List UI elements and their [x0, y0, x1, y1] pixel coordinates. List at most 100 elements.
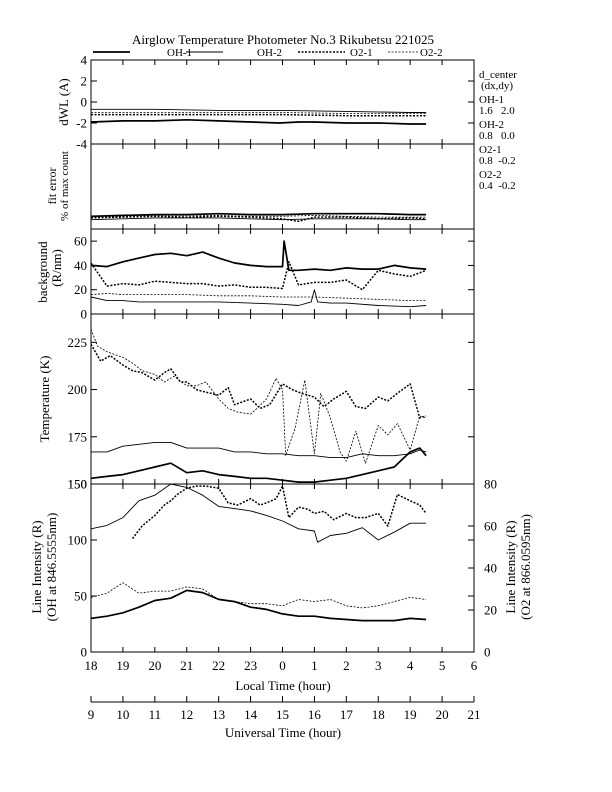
series-line_intensity-oh-2	[91, 484, 427, 543]
side-info-o22-values: 0.4 -0.2	[479, 180, 516, 192]
y-tick-label-line_intensity: 50	[74, 589, 87, 604]
series-temperature-o2-1	[91, 343, 427, 419]
series-dwl-oh-2	[91, 108, 427, 113]
chart-title: Airglow Temperature Photometer No.3 Riku…	[132, 32, 434, 47]
y-tick-label-temperature: 225	[68, 335, 88, 350]
series-line_intensity-o2-2	[91, 582, 427, 609]
local-time-tick-label: 22	[212, 658, 225, 673]
series-dwl-o2-1	[91, 113, 427, 117]
series-dwl-o2-2	[91, 112, 427, 114]
y2-tick-label-line_intensity: 80	[484, 477, 497, 492]
legend-label-o21: O2-1	[350, 47, 373, 59]
legend-label-oh1: OH-1	[167, 47, 192, 59]
local-time-tick-label: 18	[85, 658, 98, 673]
series-temperature-oh-2	[91, 441, 427, 459]
side-info-subheader: (dx,dy)	[481, 80, 513, 92]
panel-background-frame	[90, 228, 475, 315]
ut-label: Universal Time (hour)	[225, 725, 341, 740]
series-fit_error-o2-2	[91, 214, 427, 218]
local-time-tick-label: 6	[471, 658, 478, 673]
side-info-oh2-values: 0.8 0.0	[479, 130, 515, 142]
ut-tick-label: 20	[436, 707, 449, 722]
ut-tick-label: 17	[340, 707, 354, 722]
side-info-o22-name: O2-2	[479, 169, 502, 181]
y-tick-label-dwl: 2	[81, 74, 88, 89]
side-info-header: d_center	[479, 69, 517, 81]
ticks-layer: 18 19 20 21 22 23 0 1 2 3 4 5 69 10 11 12 13 14 15 16 17 18 19…	[68, 53, 498, 723]
local-time-tick-label: 4	[407, 658, 414, 673]
y-tick-label-line_intensity: 150	[68, 477, 88, 492]
intensity-y2label: Line Intensity (R)	[503, 520, 518, 613]
intensity-y2label2: (O2 at 866.0595nm)	[518, 514, 533, 620]
y-tick-label-temperature: 175	[68, 429, 88, 444]
y-tick-label-line_intensity: 100	[68, 533, 88, 548]
local-time-tick-label: 20	[148, 658, 161, 673]
side-info-oh2-name: OH-2	[479, 119, 504, 131]
fit-error-ylabel2: % of max count	[59, 151, 71, 221]
ut-tick-label: 16	[308, 707, 322, 722]
temperature-ylabel: Temperature (K)	[37, 356, 52, 443]
dwl-ylabel: dWL (A)	[56, 78, 71, 126]
ut-tick-label: 19	[404, 707, 417, 722]
y-tick-label-background: 60	[74, 234, 87, 249]
series-line_intensity-o2-1	[131, 485, 427, 540]
local-time-label: Local Time (hour)	[235, 678, 330, 693]
y-tick-label-temperature: 200	[68, 382, 88, 397]
side-info-o21-name: O2-1	[479, 144, 502, 156]
series-temperature-oh-1	[91, 447, 427, 483]
ut-tick-label: 11	[149, 707, 162, 722]
series-background-o2-1	[91, 261, 427, 291]
legend-label-oh2: OH-2	[257, 47, 282, 59]
ut-tick-label: 14	[244, 707, 258, 722]
local-time-tick-label: 5	[439, 658, 446, 673]
y2-tick-label-line_intensity: 20	[484, 603, 497, 618]
ut-tick-label: 18	[372, 707, 385, 722]
local-time-tick-label: 0	[279, 658, 286, 673]
series-background-oh-2	[91, 289, 427, 308]
y-tick-label-line_intensity: 0	[81, 645, 88, 660]
panel-intensity-frame	[90, 483, 475, 653]
y-tick-label-dwl: 4	[81, 53, 88, 68]
background-ylabel: background	[35, 241, 50, 303]
side-info-oh1-values: 1.6 2.0	[479, 105, 515, 117]
y2-tick-label-line_intensity: 40	[484, 561, 497, 576]
y-tick-label-background: 20	[74, 282, 87, 297]
series-layer	[91, 108, 427, 622]
background-ylabel2: (R/nm)	[49, 249, 64, 287]
series-dwl-oh-1	[91, 118, 427, 125]
panel-temperature-frame	[90, 313, 475, 485]
series-fit_error-oh-2	[91, 217, 427, 221]
ut-tick-label: 21	[468, 707, 481, 722]
intensity-ylabel2: (OH at 846.5555nm)	[44, 513, 59, 622]
local-time-tick-label: 2	[343, 658, 350, 673]
side-info: d_center (dx,dy) OH-1 1.6 2.0 OH-2 0.8 0…	[479, 69, 517, 192]
local-time-tick-label: 19	[116, 658, 129, 673]
panel-dwl-frame	[90, 59, 475, 145]
local-time-tick-label: 23	[244, 658, 257, 673]
local-time-tick-label: 1	[311, 658, 318, 673]
series-background-o2-2	[91, 292, 427, 302]
ut-tick-label: 10	[116, 707, 129, 722]
fit-error-ylabel: fit error	[45, 168, 59, 205]
side-info-oh1-name: OH-1	[479, 94, 504, 106]
local-time-tick-label: 3	[375, 658, 382, 673]
local-time-tick-label: 21	[180, 658, 193, 673]
series-fit_error-o2-1	[91, 215, 427, 223]
ut-tick-label: 15	[276, 707, 289, 722]
ut-tick-label: 13	[212, 707, 225, 722]
legend-label-o22: O2-2	[420, 47, 443, 59]
y-tick-label-background: 40	[74, 258, 87, 273]
series-background-oh-1	[91, 240, 427, 272]
ut-tick-label: 9	[88, 707, 95, 722]
y-tick-label-dwl: 0	[81, 95, 88, 110]
y-tick-label-temperature: 150	[68, 477, 88, 492]
y-tick-label-background: 0	[81, 307, 88, 322]
ut-tick-label: 12	[180, 707, 193, 722]
series-line_intensity-oh-1	[91, 589, 427, 622]
series-temperature-o2-2	[91, 328, 427, 464]
intensity-ylabel: Line Intensity (R)	[29, 520, 44, 613]
y2-tick-label-line_intensity: 60	[484, 519, 497, 534]
y-tick-label-dwl: -4	[76, 137, 87, 152]
side-info-o21-values: 0.8 -0.2	[479, 155, 516, 167]
